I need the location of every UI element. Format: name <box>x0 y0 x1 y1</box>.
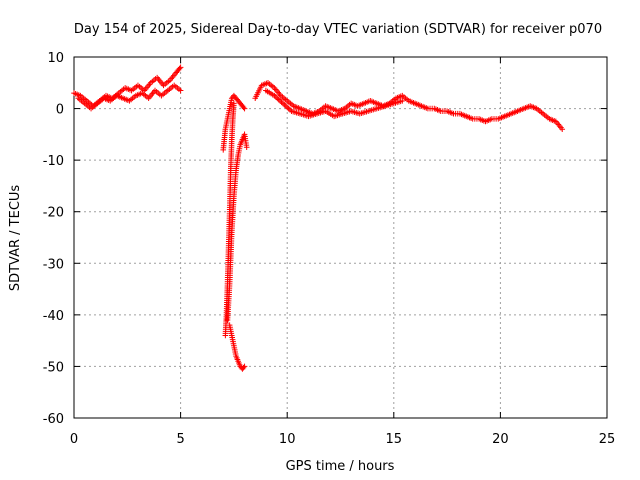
x-tick-label: 10 <box>279 432 296 447</box>
data-point <box>559 126 566 132</box>
series-trace-dip-recovery <box>226 322 248 372</box>
x-tick-label: 5 <box>176 432 184 447</box>
y-tick-label: 10 <box>47 51 64 66</box>
plot-frame <box>73 56 608 419</box>
series-trace-early-b <box>75 82 184 112</box>
series-trace-upper-branch <box>220 92 248 153</box>
data-point <box>241 363 248 370</box>
data-point <box>281 101 288 108</box>
data-point <box>285 105 292 112</box>
data-point <box>177 87 184 94</box>
x-tick-label: 25 <box>599 432 616 447</box>
x-tick-label: 0 <box>70 432 78 447</box>
y-tick-label: -40 <box>43 309 64 324</box>
data-point <box>284 104 290 111</box>
data-point <box>243 144 250 151</box>
data-point <box>240 104 247 111</box>
y-tick-label: -20 <box>43 206 64 221</box>
x-axis-label: GPS time / hours <box>286 459 395 474</box>
y-tick-label: 0 <box>56 103 64 118</box>
data-point <box>399 98 406 104</box>
axis-ticks: 0 5 10 15 20 25 -60 -50 -40 -30 -20 -10 0 10 <box>43 51 616 447</box>
data-point <box>278 99 285 105</box>
series-trace-early-a <box>71 64 184 109</box>
data-series <box>71 64 566 372</box>
data-point <box>240 364 247 371</box>
data-point <box>176 65 183 72</box>
data-point <box>241 105 248 112</box>
series-trace-main <box>252 79 566 132</box>
series-trace-main-lower <box>263 87 406 120</box>
data-point <box>231 100 237 107</box>
y-tick-label: -60 <box>43 412 64 427</box>
y-tick-label: -30 <box>43 257 64 272</box>
series-trace-dip-rise <box>224 131 250 323</box>
data-point <box>280 100 286 107</box>
y-tick-label: -10 <box>43 154 64 169</box>
chart-title: Day 154 of 2025, Sidereal Day-to-day VTE… <box>74 22 602 37</box>
y-axis-label: SDTVAR / TECUs <box>8 185 23 292</box>
x-tick-label: 15 <box>386 432 403 447</box>
data-point <box>282 103 289 109</box>
y-tick-label: -50 <box>43 360 64 375</box>
x-tick-label: 20 <box>492 432 509 447</box>
data-point <box>177 64 184 71</box>
